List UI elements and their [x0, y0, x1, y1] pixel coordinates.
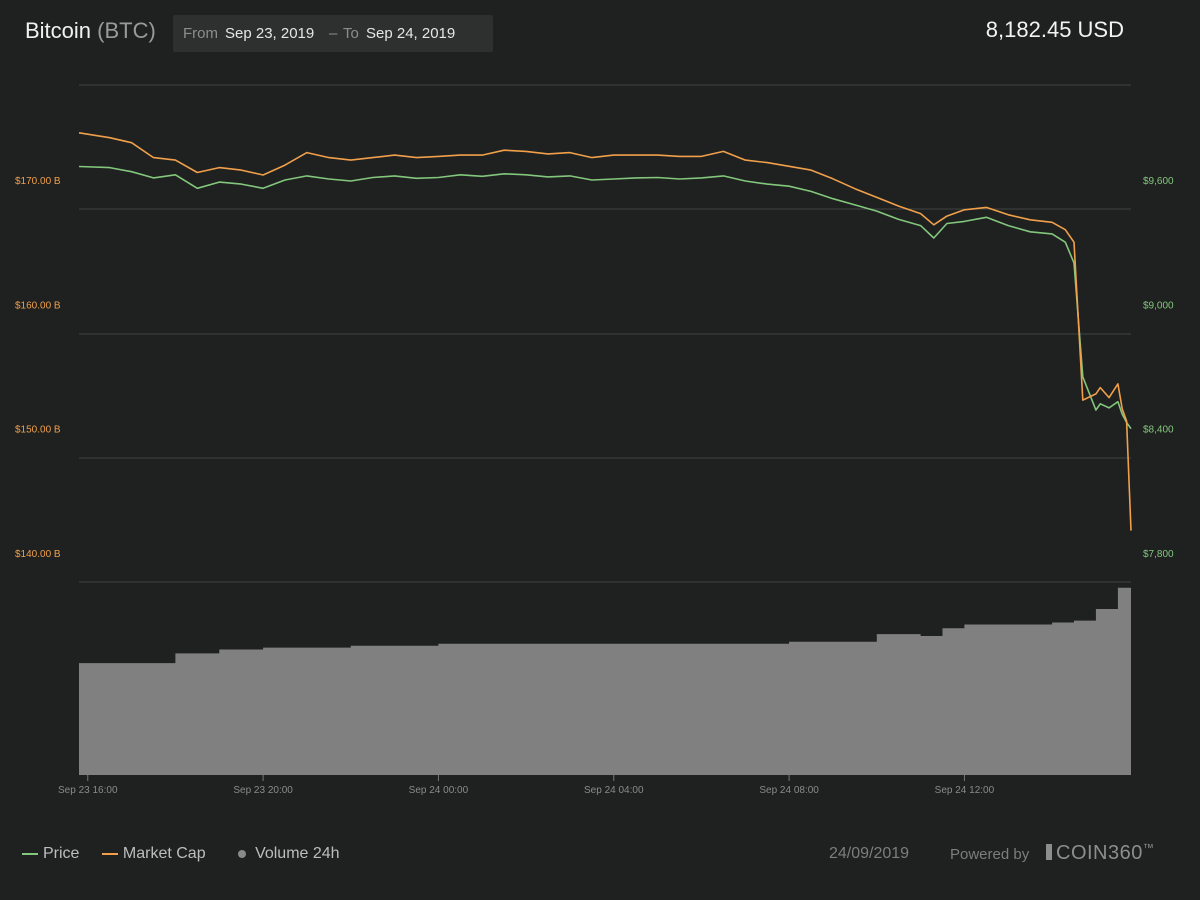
legend-market-cap-label: Market Cap [122, 845, 206, 862]
left-axis-tick-3: $140.00 B [15, 549, 61, 560]
chart-axes: $170.00 B $160.00 B $150.00 B $140.00 B $9,6… [15, 176, 1174, 796]
coin-name: Bitcoin [25, 18, 92, 43]
legend-item-market-cap[interactable]: Market Cap [101, 845, 206, 863]
left-axis-tick-0: $170.00 B [15, 176, 61, 187]
series-line-price [78, 165, 1132, 430]
chart-grid [79, 84, 1131, 583]
x-axis-tick-1: Sep 23 20:00 [233, 785, 293, 796]
coin360-logo[interactable]: COIN360™ [1046, 842, 1154, 865]
chart-legend: Price Market Cap Volume 24h [22, 845, 358, 863]
x-axis-tick-3: Sep 24 04:00 [584, 785, 644, 796]
left-axis-tick-1: $160.00 B [15, 300, 61, 311]
range-separator: – [329, 25, 338, 42]
coin360-trademark: ™ [1142, 842, 1155, 855]
right-axis-tick-0: $9,600 [1143, 176, 1174, 187]
x-axis-tick-0: Sep 23 16:00 [58, 785, 118, 796]
legend-volume-label: Volume 24h [255, 845, 340, 862]
chart-lines [78, 132, 1132, 531]
coin360-logo-icon [1046, 844, 1052, 860]
coin-symbol: (BTC) [97, 18, 156, 43]
range-from-date[interactable]: Sep 23, 2019 [225, 25, 315, 42]
footer-date: 24/09/2019 [829, 845, 910, 862]
left-axis-tick-2: $150.00 B [15, 425, 61, 436]
x-axis-tick-5: Sep 24 12:00 [935, 785, 995, 796]
right-axis-tick-2: $8,400 [1143, 425, 1174, 436]
legend-price-swatch [22, 852, 38, 855]
right-axis-tick-3: $7,800 [1143, 549, 1174, 560]
x-axis-tick-2: Sep 24 00:00 [409, 785, 469, 796]
powered-by-label: Powered by [950, 846, 1030, 863]
legend-item-price[interactable]: Price [22, 845, 79, 863]
current-price: 8,182.45 USD [985, 17, 1124, 42]
legend-market-cap-swatch [101, 852, 118, 855]
legend-volume-swatch [238, 849, 247, 858]
coin-title: Bitcoin (BTC) [25, 18, 156, 44]
legend-item-volume[interactable]: Volume 24h [228, 845, 340, 863]
volume-area [79, 585, 1131, 775]
date-range-picker[interactable]: From Sep 23, 2019 – To Sep 24, 2019 [173, 15, 493, 52]
series-line-market-cap [78, 132, 1132, 531]
legend-price-label: Price [43, 845, 80, 862]
range-to-date[interactable]: Sep 24, 2019 [366, 25, 456, 42]
range-to-label: To [343, 25, 359, 42]
range-from-label: From [183, 25, 218, 42]
right-axis-tick-1: $9,000 [1143, 300, 1174, 311]
x-axis-tick-4: Sep 24 08:00 [759, 785, 819, 796]
chart-header: Bitcoin (BTC) From Sep 23, 2019 – To Sep… [0, 0, 1200, 60]
volume-bars [79, 585, 1131, 775]
coin360-brand: COIN360 [1056, 842, 1143, 864]
